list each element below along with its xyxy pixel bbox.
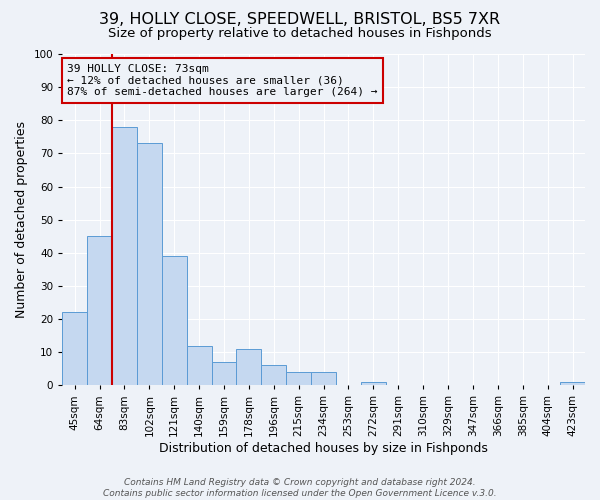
Bar (361, 382, 386, 386)
Bar (62, 312, 87, 386)
Bar (162, 256, 187, 386)
Bar (560, 382, 585, 386)
Bar (112, 127, 137, 386)
Bar (286, 372, 311, 386)
Bar (236, 349, 262, 386)
Y-axis label: Number of detached properties: Number of detached properties (15, 121, 28, 318)
Bar (187, 346, 212, 386)
Bar (137, 144, 162, 386)
Text: Contains HM Land Registry data © Crown copyright and database right 2024.
Contai: Contains HM Land Registry data © Crown c… (103, 478, 497, 498)
Bar (212, 362, 236, 386)
Text: Size of property relative to detached houses in Fishponds: Size of property relative to detached ho… (108, 28, 492, 40)
Text: 39 HOLLY CLOSE: 73sqm
← 12% of detached houses are smaller (36)
87% of semi-deta: 39 HOLLY CLOSE: 73sqm ← 12% of detached … (67, 64, 378, 97)
X-axis label: Distribution of detached houses by size in Fishponds: Distribution of detached houses by size … (159, 442, 488, 455)
Bar (311, 372, 336, 386)
Text: 39, HOLLY CLOSE, SPEEDWELL, BRISTOL, BS5 7XR: 39, HOLLY CLOSE, SPEEDWELL, BRISTOL, BS5… (100, 12, 500, 28)
Bar (87, 236, 112, 386)
Bar (262, 366, 286, 386)
